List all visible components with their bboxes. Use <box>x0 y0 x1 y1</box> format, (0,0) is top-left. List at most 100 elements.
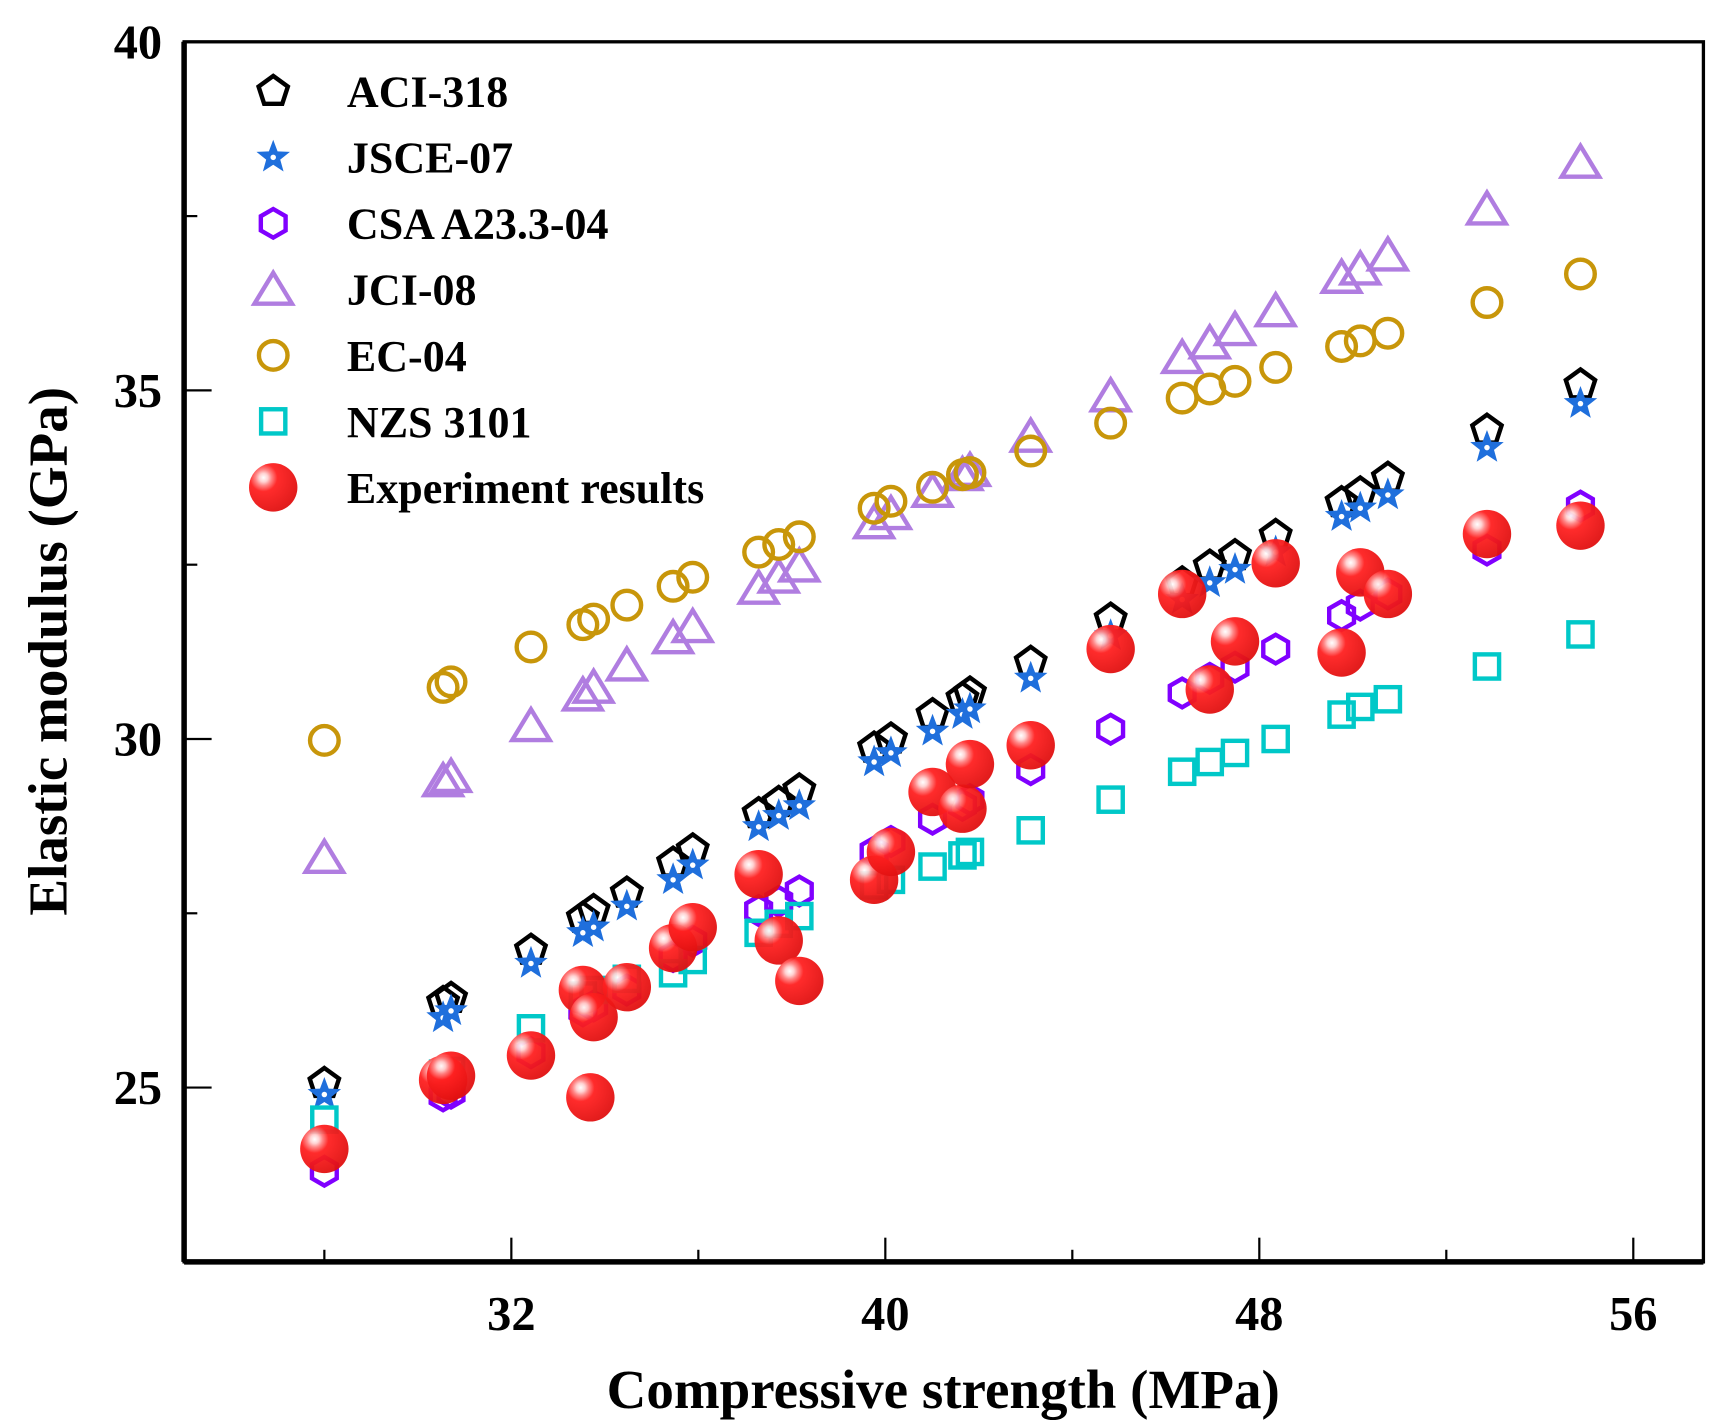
data-point <box>1365 234 1411 272</box>
data-point <box>1318 256 1365 294</box>
y-tick-label: 30 <box>114 713 162 766</box>
data-point <box>784 874 814 908</box>
data-point <box>1014 434 1048 468</box>
data-point <box>776 545 822 583</box>
data-point <box>1212 309 1258 347</box>
data-point <box>307 1076 342 1109</box>
x-tick-label: 56 <box>1609 1288 1657 1341</box>
legend: ACI-318 JSCE-07 CSA A23.3-04 JCI-08 EC-04 NZS… <box>249 68 704 513</box>
data-point <box>1259 350 1293 384</box>
data-point <box>1324 498 1359 531</box>
data-point <box>656 862 690 895</box>
data-point <box>426 670 460 704</box>
data-point <box>1557 141 1604 179</box>
data-point <box>955 837 985 867</box>
data-point <box>676 560 710 594</box>
legend-label: ACI-318 <box>347 68 508 117</box>
data-point <box>1566 620 1595 649</box>
x-tick-label: 40 <box>861 1288 909 1341</box>
data-point <box>744 893 774 928</box>
series-experiment-results <box>300 501 1605 1174</box>
data-point <box>1317 628 1366 677</box>
data-point <box>1327 700 1356 729</box>
axis-ticks: 32 40 48 56 25 30 35 40 <box>114 16 1658 1341</box>
data-point <box>1193 565 1227 598</box>
data-point <box>866 827 916 877</box>
data-point <box>506 1031 556 1080</box>
data-point <box>1220 738 1250 768</box>
data-point <box>426 1051 476 1100</box>
data-point <box>1096 785 1125 814</box>
x-tick-label: 32 <box>487 1288 535 1341</box>
legend-marker-sphere-icon <box>249 463 298 512</box>
data-point <box>741 809 776 842</box>
legend-label: NZS 3101 <box>347 398 532 447</box>
data-point <box>307 723 341 757</box>
data-point <box>610 588 644 622</box>
data-point <box>300 1124 349 1174</box>
data-point <box>1008 415 1054 453</box>
data-point <box>1343 324 1377 358</box>
data-point <box>782 788 817 821</box>
y-axis-title: Elastic modulus (GPa) <box>17 387 78 916</box>
data-point <box>1185 665 1234 714</box>
data-point <box>434 993 468 1026</box>
data-point <box>948 841 977 870</box>
data-point <box>1464 188 1510 226</box>
data-point <box>1563 386 1598 418</box>
legend-item: Experiment results <box>249 463 704 513</box>
data-point <box>1096 712 1126 747</box>
data-point <box>953 456 987 490</box>
data-point <box>874 735 908 768</box>
data-point <box>301 836 347 875</box>
legend-marker-triangle-icon <box>250 268 296 306</box>
data-point <box>670 606 716 644</box>
data-point <box>1086 624 1135 674</box>
data-point <box>736 567 782 605</box>
legend-item: NZS 3101 <box>258 398 532 447</box>
series-ec-04 <box>307 257 1597 757</box>
series-nzs-3101 <box>310 620 1595 1134</box>
data-point <box>1157 569 1207 619</box>
data-point <box>514 630 548 664</box>
data-point <box>1371 316 1405 350</box>
data-point <box>742 535 776 569</box>
legend-item: ACI-318 <box>255 68 508 117</box>
legend-item: JCI-08 <box>250 266 476 315</box>
data-point <box>1470 286 1504 320</box>
data-point <box>782 520 816 554</box>
data-point <box>1343 490 1378 523</box>
data-point <box>420 760 466 798</box>
data-point <box>1006 721 1055 770</box>
data-point <box>953 691 987 724</box>
legend-marker-pentagon-icon <box>255 73 291 106</box>
data-point <box>675 847 710 880</box>
y-tick-label: 40 <box>114 16 162 69</box>
x-tick-label: 48 <box>1235 1288 1283 1341</box>
data-point <box>1563 257 1597 291</box>
data-point <box>576 909 611 942</box>
data-point <box>571 666 617 704</box>
data-point <box>857 491 891 525</box>
data-point <box>566 915 600 948</box>
data-point <box>762 527 796 561</box>
data-point <box>1251 539 1300 588</box>
data-point <box>656 569 690 603</box>
data-point <box>514 945 548 978</box>
data-point <box>1470 429 1504 462</box>
y-tick-label: 35 <box>114 365 162 418</box>
data-point <box>915 713 950 746</box>
legend-item: EC-04 <box>256 332 467 381</box>
data-point <box>1472 652 1502 681</box>
data-point <box>916 470 950 504</box>
data-point <box>668 903 717 952</box>
data-point <box>1165 381 1199 415</box>
data-point <box>756 556 802 594</box>
data-point <box>434 665 468 699</box>
data-point <box>1218 551 1252 584</box>
data-point <box>761 798 796 830</box>
legend-marker-star-icon <box>256 139 290 172</box>
data-point <box>569 992 618 1042</box>
data-point <box>1373 684 1403 714</box>
